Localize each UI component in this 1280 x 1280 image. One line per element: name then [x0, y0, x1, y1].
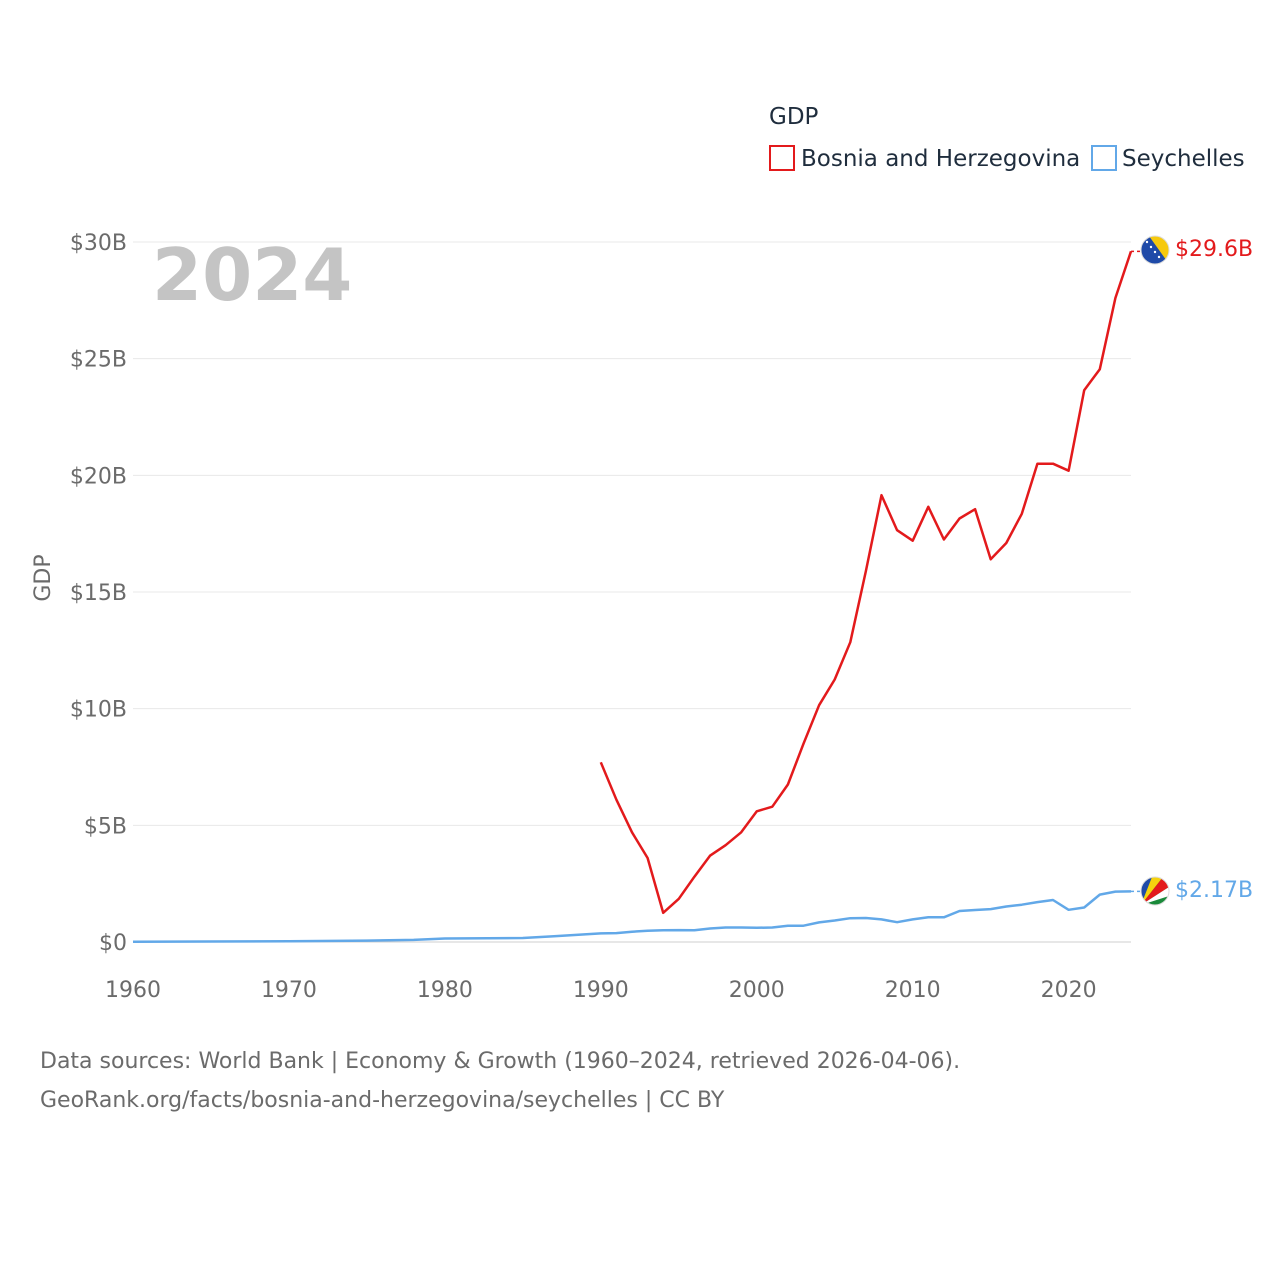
gdp-line-chart: $0$5B$10B$15B$20B$25B$30B 1960 1970 1980 19…	[31, 104, 1253, 1003]
x-tick-label: 1970	[261, 978, 317, 1003]
x-tick-label: 2020	[1041, 978, 1097, 1003]
y-tick-label: $20B	[70, 464, 127, 489]
legend-swatch-seychelles[interactable]	[1091, 145, 1117, 171]
x-tick-label: 1980	[417, 978, 473, 1003]
y-tick-label: $0	[99, 931, 127, 956]
x-tick-label: 1960	[105, 978, 161, 1003]
x-axis-ticks: 1960 1970 1980 1990 2000 2010 2020	[105, 978, 1097, 1003]
y-axis-ticks: $0 $5B $10B $15B $20B $25B $30B	[70, 231, 127, 956]
legend-swatch-bosnia[interactable]	[769, 145, 795, 171]
bosnia-flag-icon	[1140, 235, 1170, 265]
y-tick-label: $25B	[70, 348, 127, 373]
y-tick-label: $30B	[70, 231, 127, 256]
end-label-bosnia: $29.6B	[1175, 237, 1253, 262]
gridlines	[133, 241, 1131, 943]
series-line-bosnia[interactable]	[599, 250, 1133, 915]
y-axis-label: GDP	[31, 554, 56, 601]
legend-label-bosnia[interactable]: Bosnia and Herzegovina	[801, 146, 1080, 172]
data-source-note: Data sources: World Bank | Economy & Gro…	[40, 1042, 960, 1120]
legend-label-seychelles[interactable]: Seychelles	[1122, 146, 1245, 172]
seychelles-flag-icon	[1140, 876, 1170, 906]
x-tick-label: 2010	[885, 978, 941, 1003]
current-year-label: 2024	[152, 233, 352, 317]
source-line-1: Data sources: World Bank | Economy & Gro…	[40, 1049, 961, 1074]
x-tick-label: 1990	[573, 978, 629, 1003]
y-tick-label: $5B	[84, 814, 127, 839]
legend-title: GDP	[769, 104, 819, 130]
y-tick-label: $15B	[70, 581, 127, 606]
x-tick-label: 2000	[729, 978, 785, 1003]
series-line-seychelles[interactable]	[132, 890, 1132, 944]
source-line-2: GeoRank.org/facts/bosnia-and-herzegovina…	[40, 1088, 725, 1113]
legend: GDP Bosnia and Herzegovina Seychelles	[769, 104, 1245, 172]
end-label-seychelles: $2.17B	[1175, 878, 1253, 903]
y-tick-label: $10B	[70, 698, 127, 723]
series-lines	[132, 250, 1141, 944]
